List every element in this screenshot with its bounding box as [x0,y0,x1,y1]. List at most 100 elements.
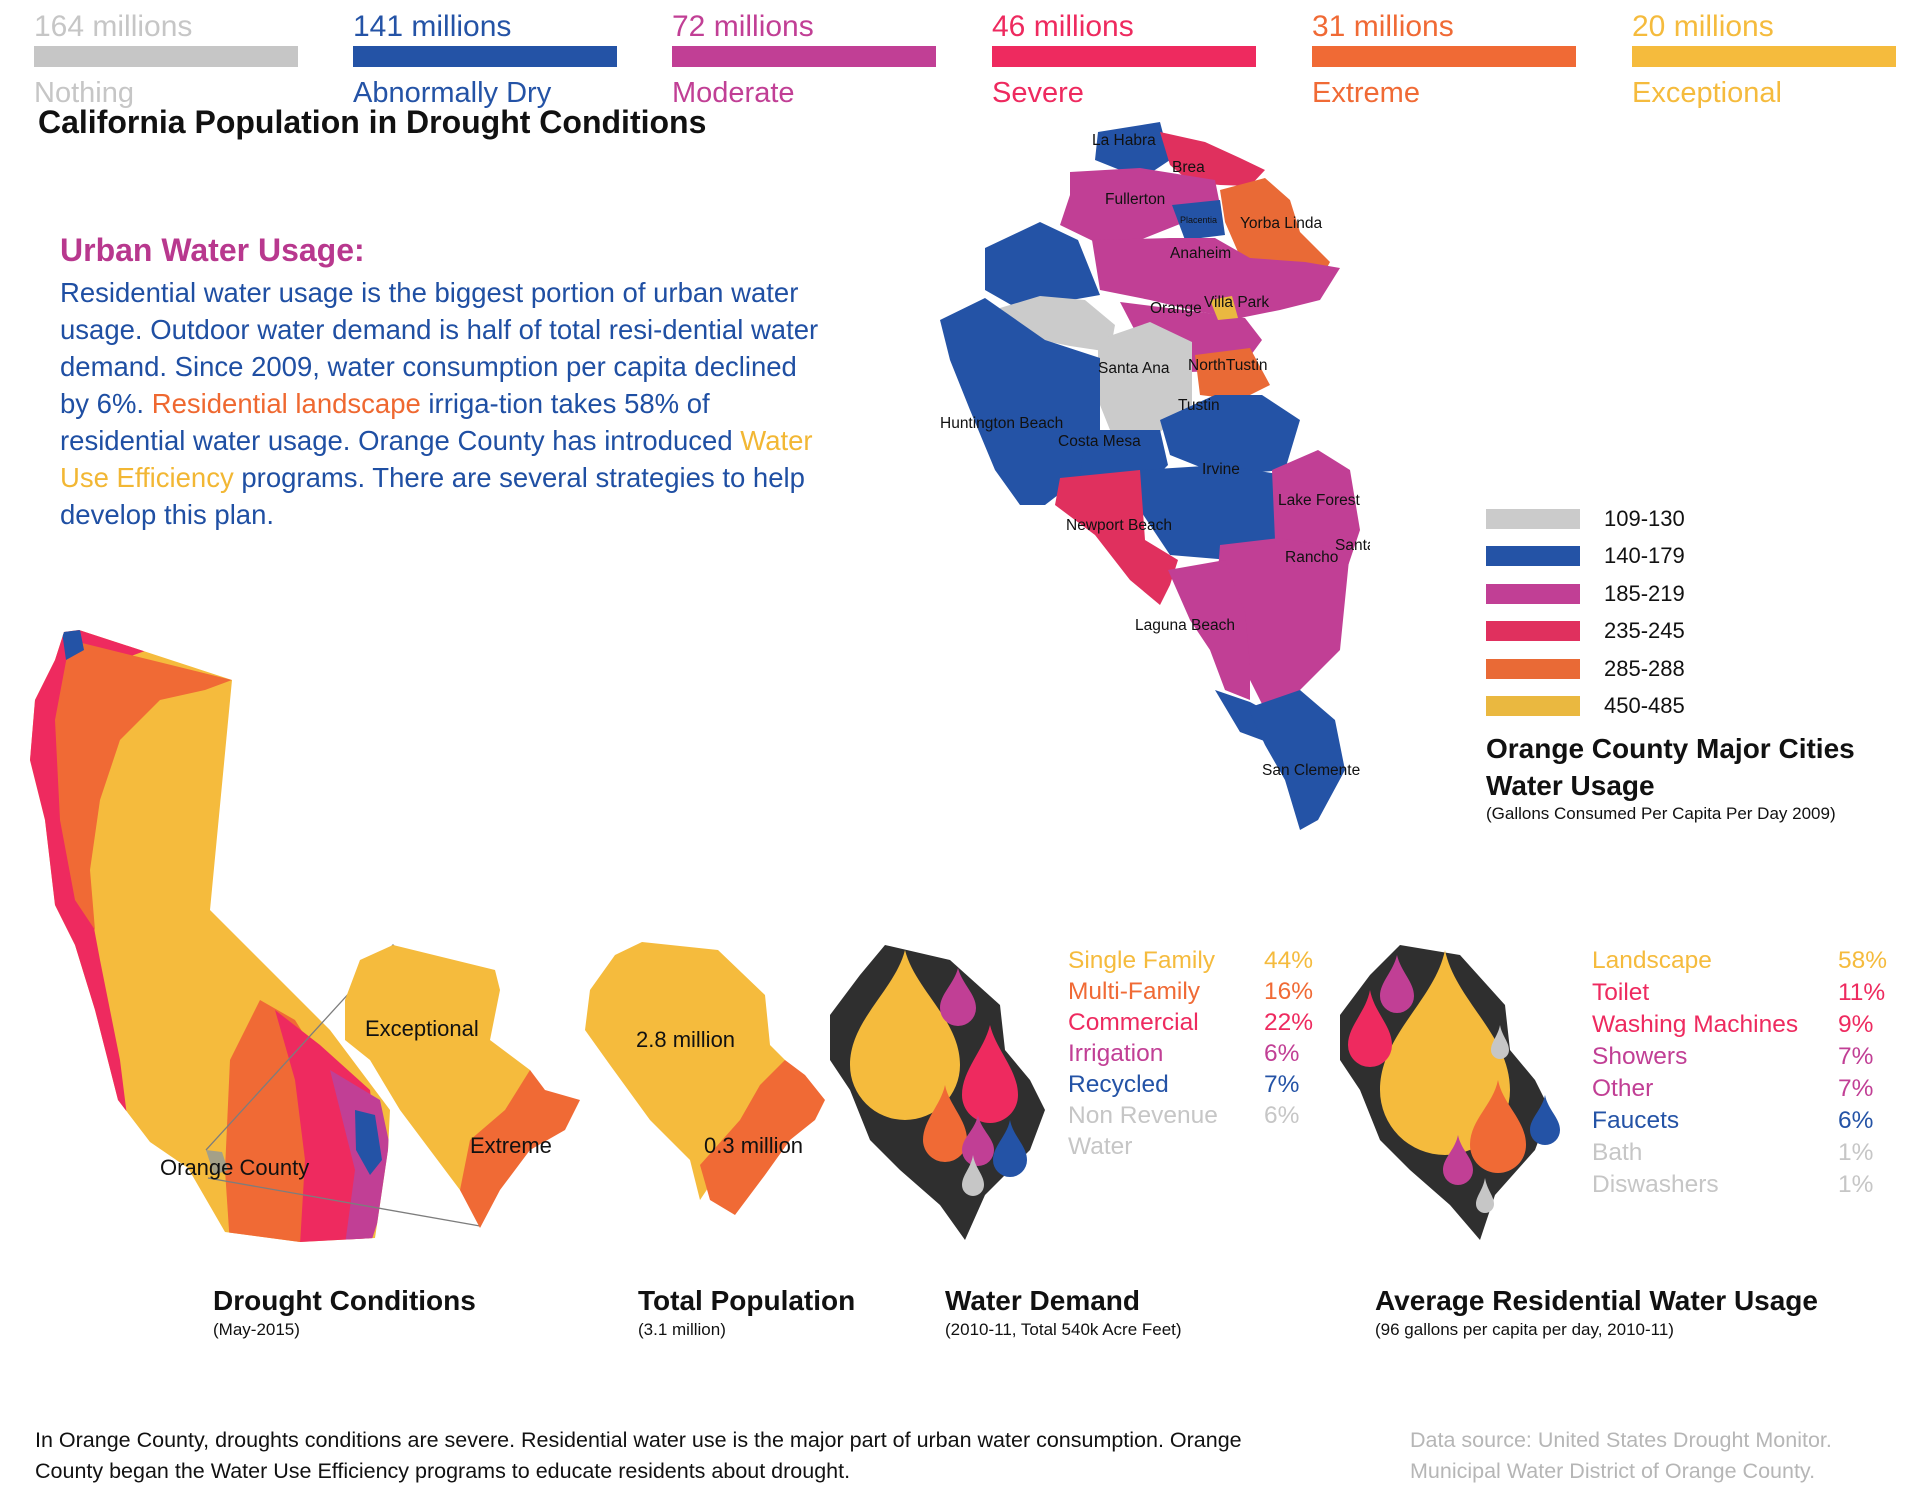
oc-legend-subtitle: (Gallons Consumed Per Capita Per Day 200… [1486,804,1836,823]
zoom-extreme-region [460,1070,580,1228]
city-label: Anaheim [1170,245,1231,262]
zone-abnormally-dry-north [62,630,84,660]
demand-item-pct: 16% [1264,978,1314,1005]
demand-item-pct: 7% [1264,1071,1300,1098]
oc-legend-label: 185-219 [1604,581,1685,606]
urban-water-usage-heading: Urban Water Usage: [60,232,365,268]
urban-text-part: irriga-tion takes 58% of residential wat… [60,388,741,456]
demand-item-pct: 22% [1264,1009,1314,1036]
drought-legend-item-exceptional: 20 millions Exceptional [1632,10,1896,110]
city-label: Placentia [1180,215,1217,225]
drop-commercial [962,1025,1018,1123]
orange-county-label: Orange County [160,1155,309,1180]
drought-legend-label: Nothing [34,77,134,109]
demand-item-label: Multi-Family [1068,978,1201,1005]
demand-item-pct: 44% [1264,947,1314,974]
city-label: Lake Forest [1278,492,1361,509]
oc-legend-swatch [1486,546,1580,566]
demand-item-label: Water [1068,1133,1133,1160]
oc-legend-label: 140-179 [1604,543,1685,568]
city-label: Huntington Beach [940,415,1063,432]
oc-legend-row: 185-219 [1486,580,1786,610]
drop-irrigation-small [962,1115,994,1166]
region-irvine [1140,465,1312,560]
region-buena-park [985,222,1100,310]
drought-legend-label: Moderate [672,77,795,109]
water-use-efficiency-highlight: Water Use Efficiency [60,425,813,493]
city-label: Yorba Linda [1240,215,1323,232]
oc-legend-swatch [1486,621,1580,641]
oc-legend-title-line: Orange County Major Cities [1486,733,1855,764]
usage-item-pct: 1% [1838,1171,1874,1198]
usage-item-pct: 11% [1838,979,1886,1006]
oc-legend-swatch [1486,584,1580,604]
drop-non-revenue [962,1155,984,1196]
drought-legend-value: 46 millions [992,10,1134,43]
city-label: Fullerton [1105,191,1165,208]
drought-legend-item-nothing: 164 millions Nothing [34,10,298,110]
summary-text: In Orange County, droughts conditions ar… [35,1428,1242,1483]
residential-usage-drop-map [1340,945,1560,1240]
drop-irrigation [940,968,976,1026]
drought-legend-label: Extreme [1312,77,1420,109]
drought-legend-value: 20 millions [1632,10,1774,43]
zoom-exceptional-label: Exceptional [365,1016,479,1041]
usage-item-label: Faucets [1592,1107,1680,1134]
usage-item-label: Toilet [1592,979,1650,1006]
usage-item-label: Landscape [1592,947,1712,974]
usage-item-label: Other [1592,1075,1654,1102]
water-demand-caption: Water Demand [945,1285,1141,1316]
drought-legend-value: 72 millions [672,10,814,43]
drop-faucets [1530,1095,1560,1145]
data-source-line: Data source: United States Drought Monit… [1410,1428,1832,1452]
oc-legend-row: 285-288 [1486,655,1786,685]
demand-item-label: Irrigation [1068,1040,1164,1067]
drop-landscape [1380,950,1510,1155]
region-newport-beach [1055,470,1178,605]
oc-legend-swatch [1486,659,1580,679]
oc-legend-label: 109-130 [1604,506,1685,531]
drought-legend-item-severe: 46 millions Severe [992,10,1256,110]
drought-legend-label: Abnormally Dry [353,77,552,109]
region-placentia [1172,200,1225,240]
drought-legend-label: Exceptional [1632,77,1782,109]
oc-legend-row: 450-485 [1486,692,1786,722]
usage-item-pct: 1% [1838,1139,1874,1166]
city-label: San Clemente [1262,762,1360,779]
urban-text-part: programs. There are several strategies t… [60,462,805,530]
oc-legend-row: 109-130 [1486,505,1786,535]
usage-item-label: Bath [1592,1139,1643,1166]
drought-legend-bar [34,46,298,67]
drop-diswashers [1476,1178,1494,1213]
usage-item-pct: 7% [1838,1043,1874,1070]
usage-item-label: Washing Machines [1592,1011,1799,1038]
region-san-clemente [1248,690,1345,830]
oc-drought-zoom-map: Exceptional Extreme [345,945,580,1228]
city-label: Rancho [1285,549,1338,566]
urban-text-part: Residential water usage is the biggest p… [60,277,819,419]
drop-single-family [850,950,960,1120]
demand-item-pct: 6% [1264,1040,1300,1067]
oc-legend-title: Orange County Major Cities Water Usage [1486,730,1920,804]
oc-legend-row: 235-245 [1486,617,1786,647]
oc-population-map: 2.8 million 0.3 million [585,942,825,1215]
drought-legend-bar [672,46,936,67]
drought-conditions-subcaption: (May-2015) [213,1320,300,1339]
drop-bath [1491,1025,1509,1059]
city-label: Newport Beach [1066,517,1172,534]
oc-city-labels: La Habra Brea Fullerton Placentia Yorba … [940,132,1370,779]
oc-legend-swatch [1486,696,1580,716]
drought-legend-value: 141 millions [353,10,512,43]
drop-recycled [993,1120,1027,1177]
usage-item-pct: 9% [1838,1011,1874,1038]
region-brea [1160,132,1265,186]
drought-legend-value: 31 millions [1312,10,1454,43]
city-label: Brea [1172,159,1205,176]
city-label: Villa Park [1204,294,1269,311]
drought-legend-label: Severe [992,77,1084,109]
population-region-b [700,1060,825,1215]
total-population-subcaption: (3.1 million) [638,1320,726,1339]
oc-city-regions [940,122,1360,830]
population-label-a: 2.8 million [636,1027,735,1052]
region-villa-park [1210,296,1238,320]
